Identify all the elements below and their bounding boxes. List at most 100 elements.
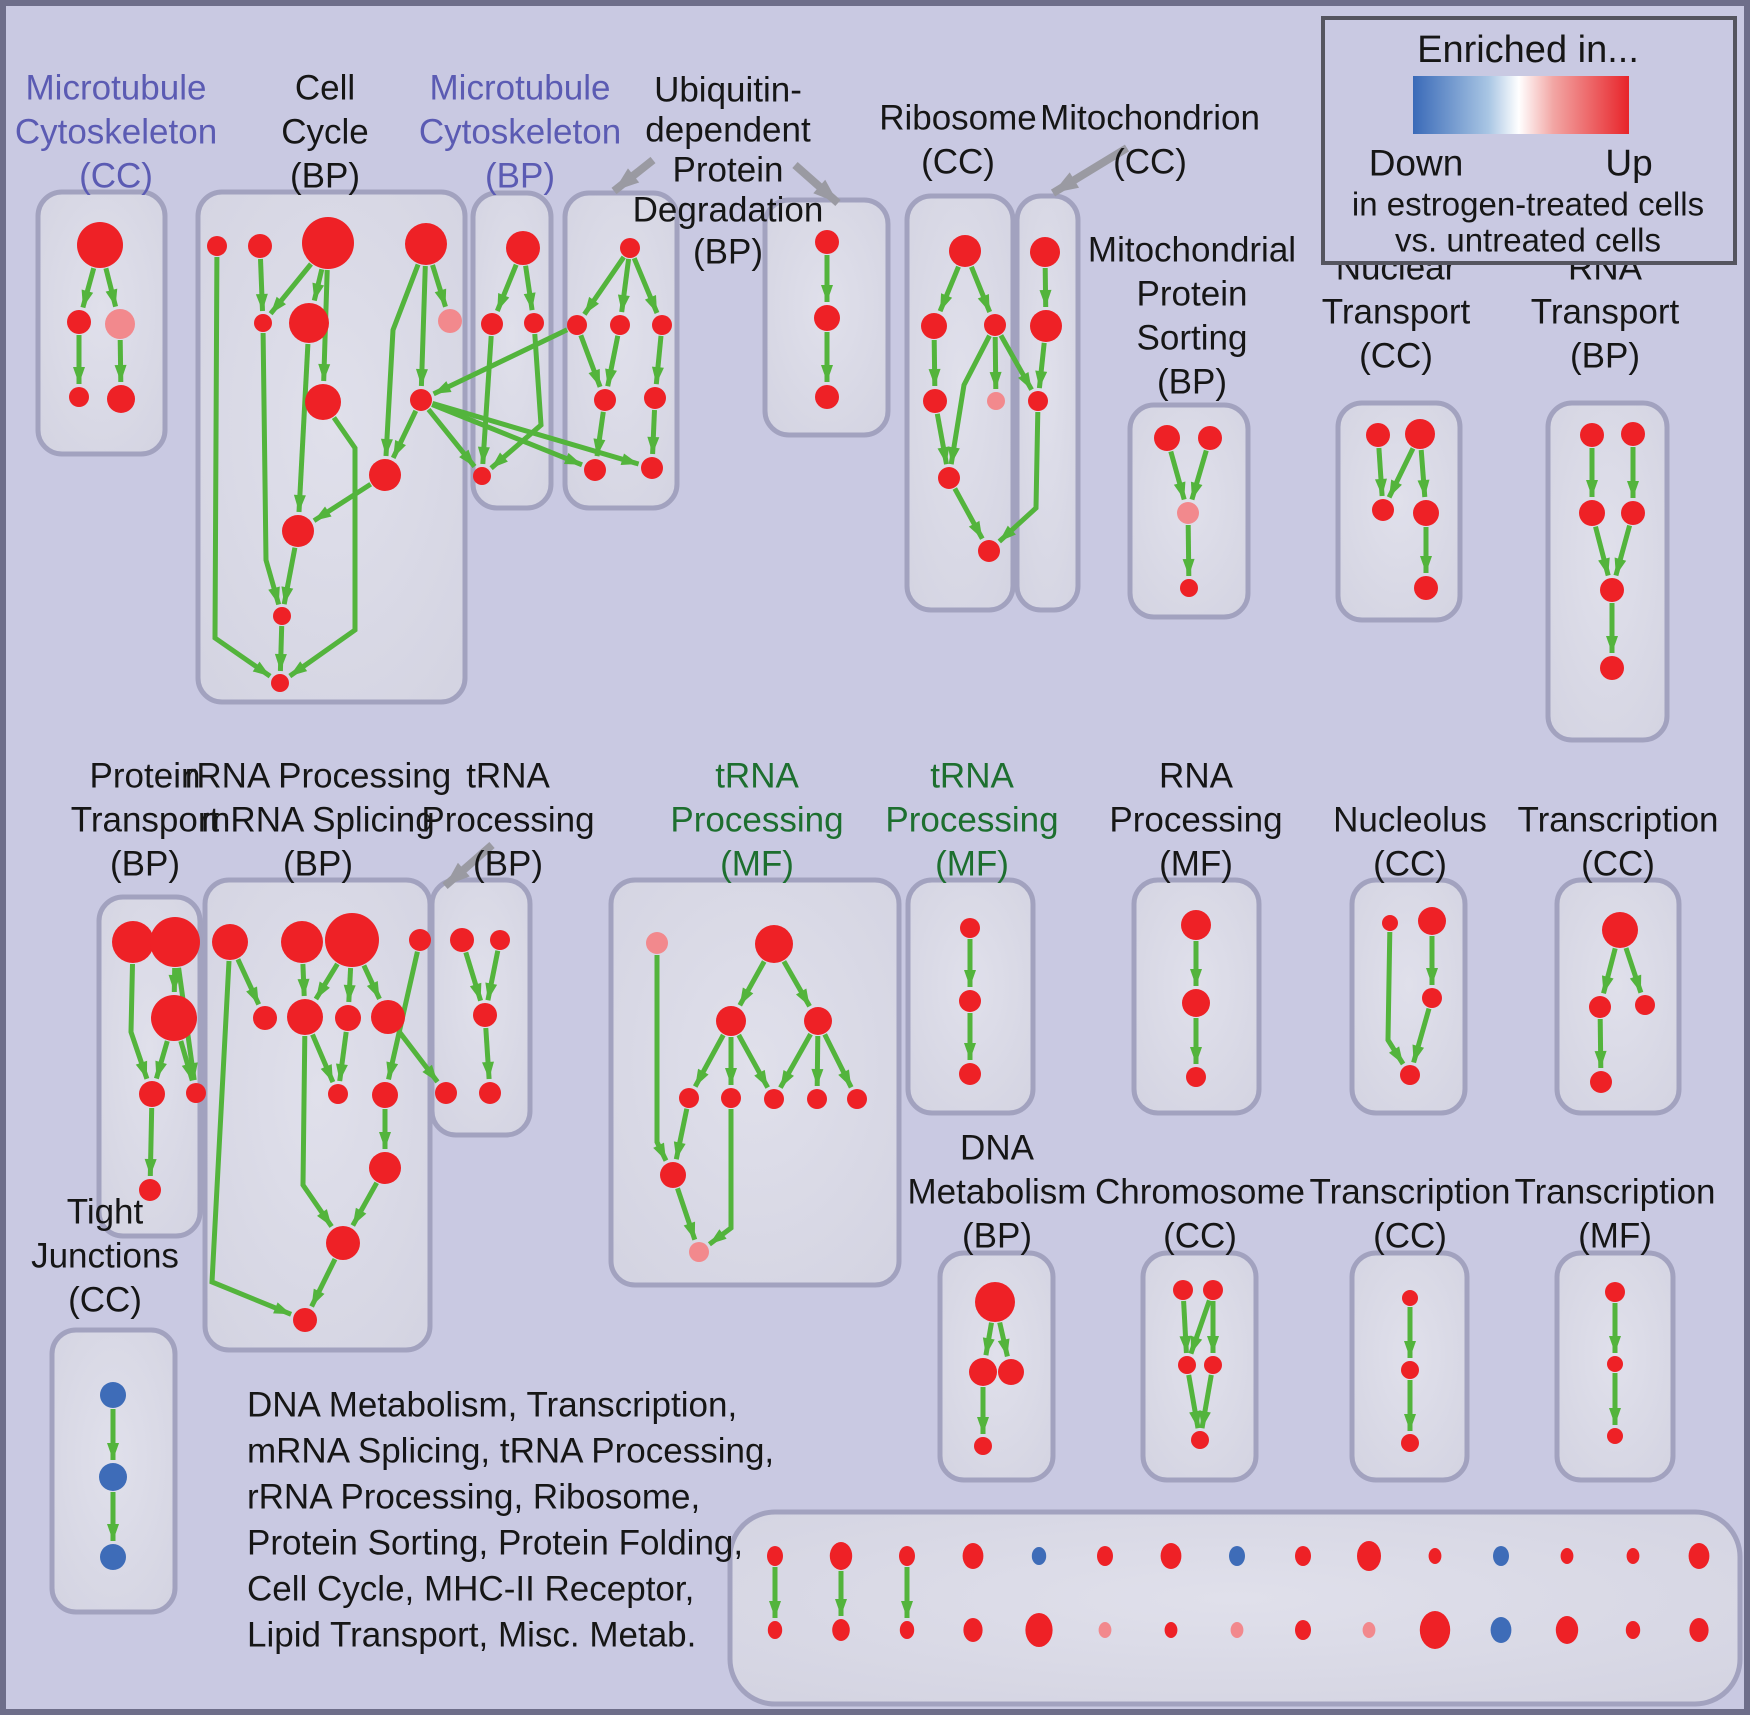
edge-M2-M3 <box>1035 342 1048 389</box>
label-mitochondrion-cc-line-1: (CC) <box>1113 143 1187 182</box>
node-r5 <box>253 1006 277 1030</box>
node-c1 <box>207 236 227 256</box>
edge-g1-g10 <box>653 955 669 1162</box>
edge-u_t-u_m2 <box>617 258 632 313</box>
node-w4 <box>1400 1065 1420 1085</box>
annotation-line-3: Protein Sorting, Protein Folding, <box>247 1524 743 1563</box>
edge-R1-R2 <box>937 265 961 313</box>
callout-arrow-3 <box>442 841 495 890</box>
edge-u_t-u_m1 <box>582 255 626 316</box>
label-rna-transport-bp-line-1: Transport <box>1531 293 1680 332</box>
edge-R4-R6 <box>934 413 950 465</box>
node-mb3 <box>899 1621 915 1639</box>
node-c6 <box>289 303 329 343</box>
node-x4 <box>1590 1071 1612 1093</box>
node-q4 <box>1621 501 1645 525</box>
node-x2 <box>1589 996 1611 1018</box>
node-c4 <box>405 223 447 265</box>
node-q1 <box>1580 423 1604 447</box>
edge-u_m1-u_n1 <box>578 334 603 388</box>
edge-u_t-u_m3 <box>631 257 660 314</box>
node-e5 <box>1191 1431 1209 1449</box>
node-k2 <box>1182 989 1210 1017</box>
label-dna-metabolism-bp-line-2: (BP) <box>962 1217 1032 1256</box>
edge-c9-m4 <box>426 407 477 469</box>
edge-g6-g11 <box>707 1109 734 1247</box>
node-mt12 <box>1493 1546 1509 1566</box>
edge-c12-c13 <box>274 625 287 672</box>
edge-x1-x3 <box>1623 947 1644 994</box>
node-s1 <box>1154 425 1180 451</box>
node-c3 <box>302 217 354 269</box>
legend-gradient-bar <box>1413 76 1629 134</box>
edge-s2-s3 <box>1189 449 1209 501</box>
node-g9 <box>847 1089 867 1109</box>
node-d4 <box>974 1437 992 1455</box>
edge-n2-n4 <box>1417 449 1430 498</box>
label-mitochondrial-protein-sorting-bp-line-0: Mitochondrial <box>1088 231 1296 270</box>
node-R5 <box>987 392 1005 410</box>
edge-m2-m4 <box>477 335 494 465</box>
node-mt1 <box>767 1546 783 1566</box>
node-k1 <box>1181 910 1211 940</box>
node-mb7 <box>1164 1622 1178 1638</box>
label-ubiquitin-degradation-bp-a-line-4: (BP) <box>693 233 763 272</box>
edge-r3-r8 <box>361 964 382 1000</box>
edge-r1-r5 <box>235 958 261 1006</box>
legend-box <box>1321 16 1737 265</box>
node-w2 <box>1418 907 1446 935</box>
node-s3 <box>1177 502 1199 524</box>
edge-g4-g7 <box>778 1032 813 1089</box>
node-u_n1 <box>594 389 616 411</box>
label-transcription-mf-line-1: (MF) <box>1578 1217 1652 1256</box>
node-M1 <box>1030 237 1060 267</box>
label-tight-junctions-cc-line-2: (CC) <box>68 1281 142 1320</box>
label-trna-processing-mf-small-line-2: (MF) <box>935 845 1009 884</box>
edge-c9-c10 <box>390 409 419 459</box>
node-j3 <box>100 1544 126 1570</box>
node-mt3 <box>899 1546 915 1566</box>
node-e4 <box>1204 1356 1222 1374</box>
node-mt5 <box>1031 1547 1047 1565</box>
label-nuclear-transport-cc-line-1: Transport <box>1322 293 1471 332</box>
edge-m3-m4 <box>489 333 544 471</box>
node-s4 <box>1180 579 1198 597</box>
label-dna-metabolism-bp-line-1: Metabolism <box>908 1173 1087 1212</box>
edge-q4-q5 <box>1613 524 1633 577</box>
node-q3 <box>1579 500 1605 526</box>
label-mitochondrial-protein-sorting-bp-line-2: Sorting <box>1137 319 1248 358</box>
node-R4 <box>923 389 947 413</box>
label-trna-processing-mf-large-line-0: tRNA <box>715 757 799 796</box>
edge-t1-t3 <box>463 951 483 1002</box>
node-j1 <box>100 1382 126 1408</box>
label-trna-processing-bp-line-0: tRNA <box>466 757 550 796</box>
node-g3 <box>716 1006 746 1036</box>
node-z2 <box>1607 1356 1623 1372</box>
node-d2 <box>969 1358 997 1386</box>
edge-c11-c12 <box>281 547 298 605</box>
legend-down-label: Down <box>1369 143 1464 184</box>
edge-r3-r6 <box>313 962 340 1001</box>
node-r8 <box>371 1000 405 1034</box>
annotation-line-1: mRNA Splicing, tRNA Processing, <box>247 1432 774 1471</box>
label-rna-transport-bp-line-2: (BP) <box>1570 337 1640 376</box>
node-mt7 <box>1160 1543 1182 1569</box>
label-microtubule-cytoskeleton-cc-line-1: Cytoskeleton <box>15 113 217 152</box>
label-tight-junctions-cc-line-0: Tight <box>67 1193 144 1232</box>
node-g11 <box>689 1242 709 1262</box>
node-t2 <box>490 930 510 950</box>
node-u_m2 <box>610 315 630 335</box>
node-u_m1 <box>567 315 587 335</box>
cluster-box-transcription-cc-mid <box>1554 877 1682 1116</box>
node-p3 <box>151 995 197 1041</box>
node-u_b2 <box>641 457 663 479</box>
cluster-box-chromosome-cc <box>1140 1250 1259 1483</box>
node-mb8 <box>1230 1622 1244 1638</box>
node-x3 <box>1635 995 1655 1015</box>
edge-r7-r9 <box>335 1031 349 1082</box>
label-rrna-processing-mrna-splicing-bp-line-0: rRNA Processing <box>185 757 451 796</box>
edge-c6-c11 <box>293 343 311 513</box>
node-a4 <box>69 387 89 407</box>
node-y2 <box>1401 1361 1419 1379</box>
